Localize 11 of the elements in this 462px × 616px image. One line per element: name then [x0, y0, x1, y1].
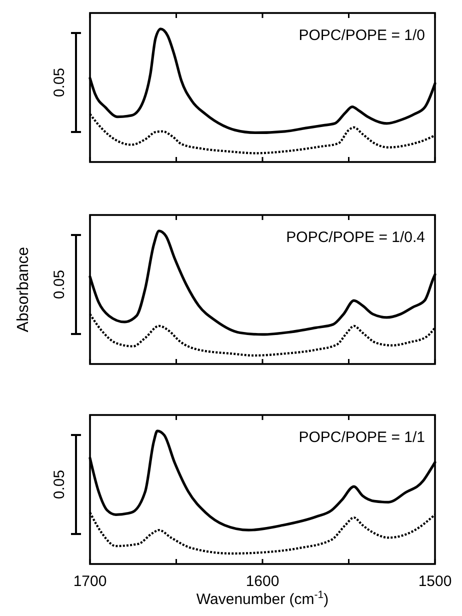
x-axis-title: Wavenumber (cm$^{-1}$) — [196, 589, 329, 608]
x-tick-label: 1500 — [418, 573, 452, 590]
text: 0.05 — [51, 470, 68, 500]
annotation: POPC/POPE = 1/1 — [298, 429, 425, 446]
y-axis-title: Absorbance — [15, 246, 32, 332]
text: 0.05 — [51, 270, 68, 300]
annotation: POPC/POPE = 1/0.4 — [286, 229, 425, 246]
annotation: POPC/POPE = 1/0 — [298, 27, 425, 44]
x-tick-label: 1600 — [246, 573, 280, 590]
x-tick-label: 1700 — [73, 573, 107, 590]
text: 0.05 — [51, 68, 68, 98]
